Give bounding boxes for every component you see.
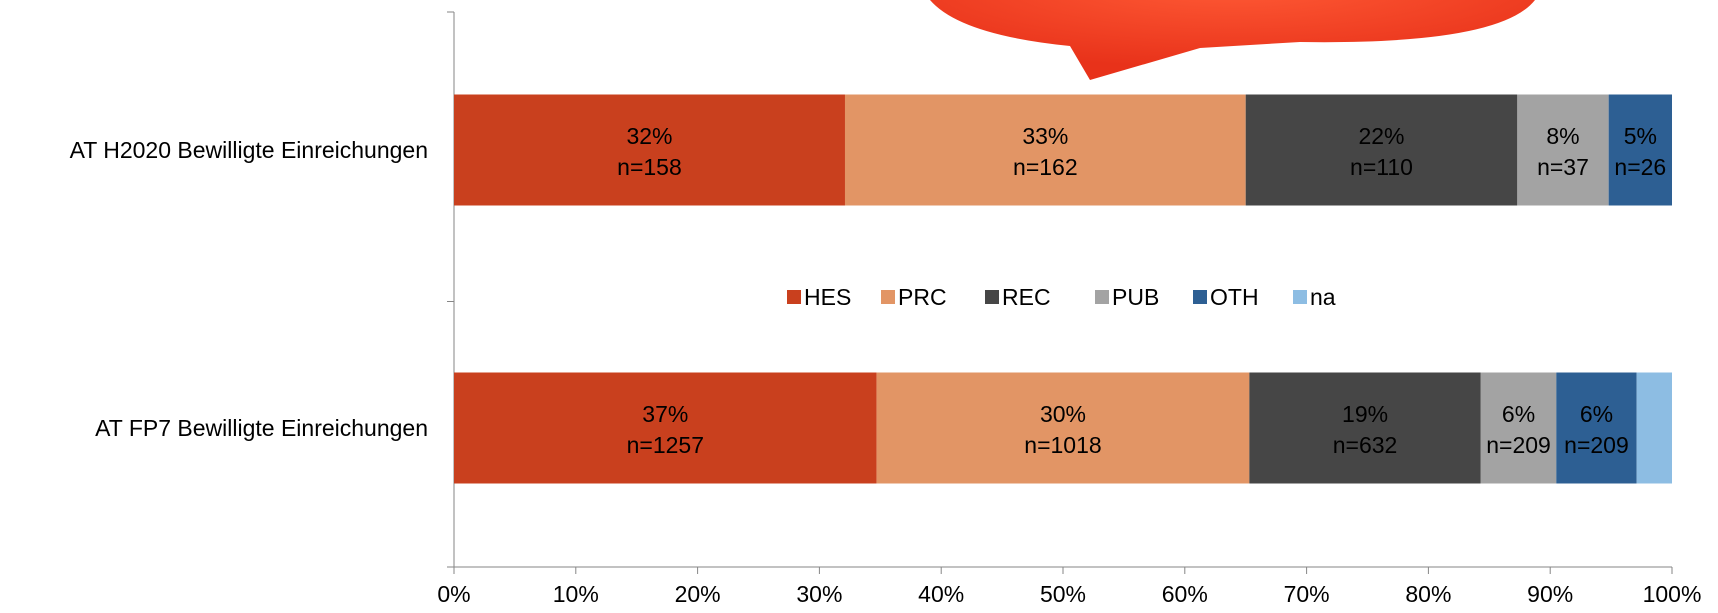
callout-shape xyxy=(930,0,1535,80)
x-tick-label: 10% xyxy=(553,581,599,607)
legend-swatch xyxy=(1293,290,1307,304)
legend-label: PUB xyxy=(1112,284,1159,310)
data-label-count: n=209 xyxy=(1564,432,1629,458)
data-label-percent: 6% xyxy=(1502,401,1535,427)
data-label-percent: 5% xyxy=(1624,123,1657,149)
data-label-count: n=632 xyxy=(1333,432,1398,458)
legend-item-oth: OTH xyxy=(1193,284,1259,310)
legend-swatch xyxy=(1095,290,1109,304)
data-label-count: n=37 xyxy=(1537,154,1589,180)
data-label-percent: 6% xyxy=(1580,401,1613,427)
legend-item-hes: HES xyxy=(787,284,851,310)
legend-item-pub: PUB xyxy=(1095,284,1159,310)
bar-segment-prc xyxy=(844,94,1246,206)
data-label-percent: 19% xyxy=(1342,401,1388,427)
legend-label: PRC xyxy=(898,284,947,310)
data-label-percent: 33% xyxy=(1022,123,1068,149)
data-label-count: n=26 xyxy=(1614,154,1666,180)
legend-item-rec: REC xyxy=(985,284,1051,310)
x-tick-label: 80% xyxy=(1405,581,1451,607)
bar-segment-pub xyxy=(1480,372,1557,484)
x-tick-label: 90% xyxy=(1527,581,1573,607)
legend-item-na: na xyxy=(1293,284,1336,310)
legend-label: HES xyxy=(804,284,851,310)
callout-bubble xyxy=(930,0,1535,80)
x-tick-label: 50% xyxy=(1040,581,1086,607)
data-label-percent: 32% xyxy=(626,123,672,149)
x-tick-label: 40% xyxy=(918,581,964,607)
data-label-percent: 37% xyxy=(642,401,688,427)
legend-label: OTH xyxy=(1210,284,1259,310)
data-label-percent: 8% xyxy=(1546,123,1579,149)
data-label-count: n=1018 xyxy=(1024,432,1101,458)
x-tick-label: 100% xyxy=(1643,581,1702,607)
bar-segment-hes xyxy=(454,372,877,484)
data-label-count: n=162 xyxy=(1013,154,1078,180)
bar-segment-rec xyxy=(1249,372,1481,484)
x-tick-label: 30% xyxy=(796,581,842,607)
bar-segment-rec xyxy=(1245,94,1518,206)
data-label-count: n=110 xyxy=(1350,154,1413,180)
bar-segment-pub xyxy=(1517,94,1609,206)
x-tick-label: 20% xyxy=(675,581,721,607)
bar-segment-prc xyxy=(876,372,1250,484)
data-label-count: n=158 xyxy=(617,154,682,180)
bar-segment-oth xyxy=(1608,94,1672,206)
x-tick-label: 0% xyxy=(437,581,470,607)
legend-swatch xyxy=(881,290,895,304)
data-label-percent: 30% xyxy=(1040,401,1086,427)
data-label-percent: 22% xyxy=(1358,123,1404,149)
bar-segment-na xyxy=(1636,372,1672,484)
bar-segment-hes xyxy=(454,94,845,206)
legend-swatch xyxy=(985,290,999,304)
x-tick-label: 70% xyxy=(1284,581,1330,607)
bar-segment-oth xyxy=(1556,372,1637,484)
x-tick-label: 60% xyxy=(1162,581,1208,607)
data-label-count: n=209 xyxy=(1486,432,1551,458)
legend-label: na xyxy=(1310,284,1336,310)
data-label-count: n=1257 xyxy=(627,432,704,458)
legend-swatch xyxy=(787,290,801,304)
legend-item-prc: PRC xyxy=(881,284,947,310)
category-label: AT H2020 Bewilligte Einreichungen xyxy=(70,137,428,163)
category-label: AT FP7 Bewilligte Einreichungen xyxy=(95,415,428,441)
legend-swatch xyxy=(1193,290,1207,304)
legend-label: REC xyxy=(1002,284,1051,310)
